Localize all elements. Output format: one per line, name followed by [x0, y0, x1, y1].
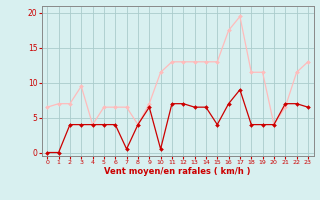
X-axis label: Vent moyen/en rafales ( km/h ): Vent moyen/en rafales ( km/h ) — [104, 167, 251, 176]
